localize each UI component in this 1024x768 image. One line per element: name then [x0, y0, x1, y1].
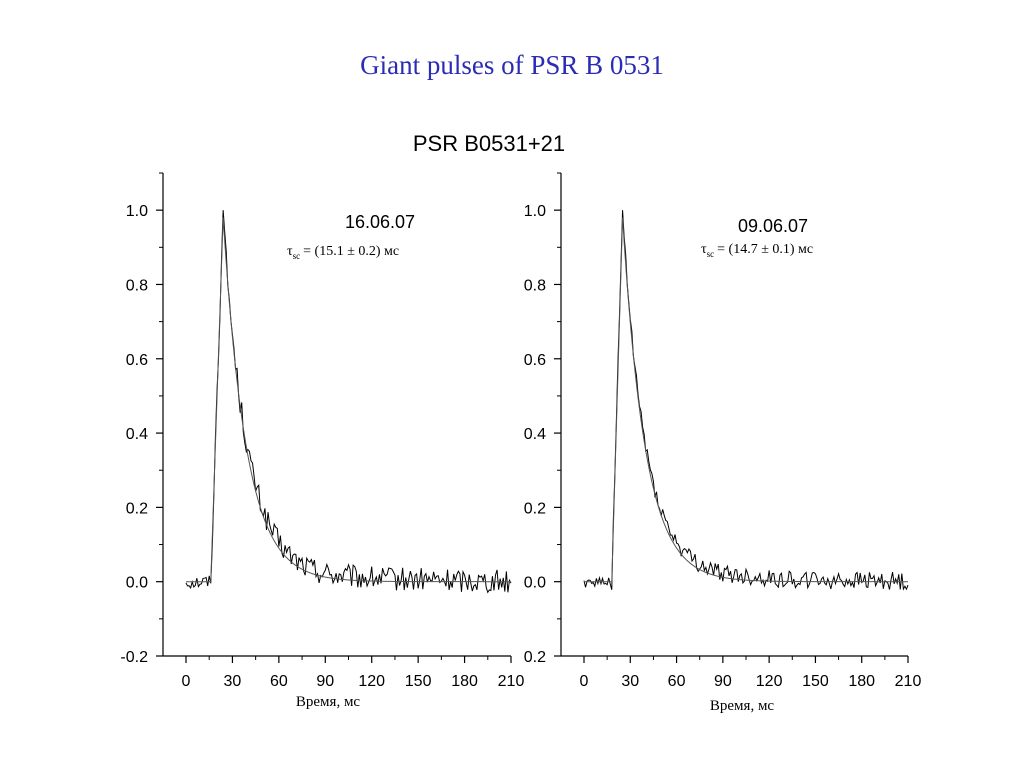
y-tick-label: 0.2 — [524, 500, 546, 517]
x-tick-label: 210 — [895, 673, 922, 690]
y-tick-label: 1.0 — [524, 203, 546, 220]
figure-title: PSR B0531+21 — [413, 131, 565, 156]
y-tick-label: -0.2 — [120, 649, 148, 666]
x-axis-label: Время, мс — [710, 698, 775, 714]
x-tick-label: 30 — [224, 673, 242, 690]
x-tick-label: 60 — [668, 673, 686, 690]
slide-title: Giant pulses of PSR B 0531 — [360, 50, 664, 80]
x-tick-label: 0 — [580, 673, 589, 690]
x-tick-label: 90 — [714, 673, 732, 690]
x-tick-label: 210 — [498, 673, 525, 690]
observed-pulse-line — [185, 210, 512, 594]
x-tick-label: 180 — [451, 673, 478, 690]
x-tick-label: 120 — [358, 673, 385, 690]
y-tick-label: 0.8 — [524, 277, 546, 294]
x-tick-label: 0 — [182, 673, 191, 690]
x-tick-label: 30 — [621, 673, 639, 690]
x-tick-label: 120 — [756, 673, 783, 690]
chart-panel-right: 0.2 0.0 0.2 0.4 0.6 0.8 1.0 0 30 60 90 120 150 180 210… — [524, 172, 922, 714]
chart-panel-left: -0.2 0.0 0.2 0.4 0.6 0.8 1.0 0 30 60 90 120 150 180 21… — [120, 172, 525, 710]
y-tick-label: 0.2 — [524, 649, 546, 666]
y-tick-label: 0.8 — [126, 277, 148, 294]
y-tick-label: 0.4 — [126, 426, 148, 443]
x-axis-label: Время, мс — [296, 694, 361, 710]
fit-curve — [186, 217, 512, 583]
x-tick-label: 150 — [405, 673, 432, 690]
y-tick-label: 0.6 — [126, 352, 148, 369]
y-tick-label: 0.2 — [126, 500, 148, 517]
y-tick-label: 0.6 — [524, 352, 546, 369]
tau-annotation: τsc = (14.7 ± 0.1) мс — [701, 242, 813, 259]
y-tick-label: 0.4 — [524, 426, 546, 443]
y-tick-label: 1.0 — [126, 203, 148, 220]
y-tick-label: 0.0 — [524, 575, 546, 592]
fit-curve — [584, 217, 908, 583]
observed-pulse-line — [583, 210, 909, 591]
x-tick-label: 180 — [848, 673, 875, 690]
x-tick-label: 150 — [802, 673, 829, 690]
tau-annotation: τsc = (15.1 ± 0.2) мс — [287, 244, 399, 261]
date-annotation: 16.06.07 — [345, 212, 415, 232]
date-annotation: 09.06.07 — [738, 216, 808, 236]
y-tick-label: 0.0 — [126, 575, 148, 592]
x-tick-label: 90 — [316, 673, 334, 690]
x-tick-label: 60 — [270, 673, 288, 690]
